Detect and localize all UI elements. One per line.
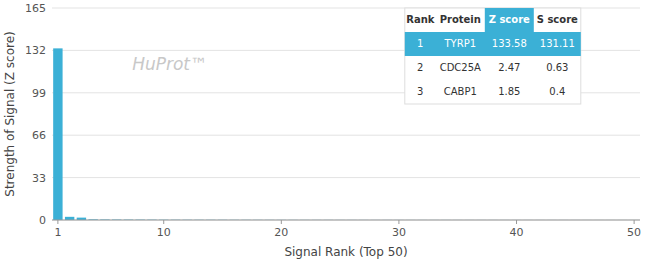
table-cell: 0.63 — [546, 62, 568, 73]
x-axis-line — [52, 220, 640, 221]
y-tick-label: 99 — [32, 87, 46, 100]
x-tick — [57, 220, 58, 224]
x-tick — [281, 220, 282, 224]
x-tick-label: 40 — [510, 226, 524, 239]
y-tick-label: 165 — [25, 2, 46, 15]
grid-line — [52, 220, 640, 221]
x-tick-label: 50 — [627, 226, 641, 239]
table-cell: 1 — [417, 38, 423, 49]
grid-line — [52, 135, 640, 136]
chart: 033669913216511020304050Signal Rank (Top… — [0, 0, 650, 262]
x-tick-label: 30 — [392, 226, 406, 239]
table-header: Z score — [489, 14, 530, 25]
grid-line — [52, 177, 640, 178]
table-cell: 2.47 — [498, 62, 520, 73]
table-row-highlight — [405, 32, 581, 56]
watermark: HuProt™ — [132, 54, 207, 74]
table-header: Rank — [406, 14, 435, 25]
table-cell: TYRP1 — [444, 38, 477, 49]
table-cell: 131.11 — [540, 38, 575, 49]
table-cell: 133.58 — [492, 38, 527, 49]
y-tick-label: 132 — [25, 44, 46, 57]
x-tick-label: 1 — [54, 226, 61, 239]
table-cell: 2 — [417, 62, 423, 73]
table: Rank Protein Z score S score 1 TYRP1 133.58 131… — [405, 8, 581, 104]
y-axis-label: Strength of Signal (Z score) — [3, 31, 17, 196]
bar — [53, 48, 62, 220]
x-tick — [398, 220, 399, 224]
table-header: Protein — [440, 14, 481, 25]
x-tick — [163, 220, 164, 224]
table-background — [405, 8, 581, 104]
table-header-highlight — [485, 8, 534, 32]
table-cell: CDC25A — [440, 62, 481, 73]
y-tick-label: 66 — [32, 129, 46, 142]
x-tick — [634, 220, 635, 224]
table-cell: 3 — [417, 86, 423, 97]
table-cell: CABP1 — [444, 86, 477, 97]
x-tick — [516, 220, 517, 224]
y-tick-label: 33 — [32, 172, 46, 185]
y-tick-label: 0 — [39, 214, 46, 227]
x-tick-label: 10 — [157, 226, 171, 239]
table-cell: 0.4 — [549, 86, 565, 97]
x-tick-label: 20 — [274, 226, 288, 239]
x-axis-label: Signal Rank (Top 50) — [284, 245, 407, 259]
table-cell: 1.85 — [498, 86, 520, 97]
table-header: S score — [537, 14, 578, 25]
